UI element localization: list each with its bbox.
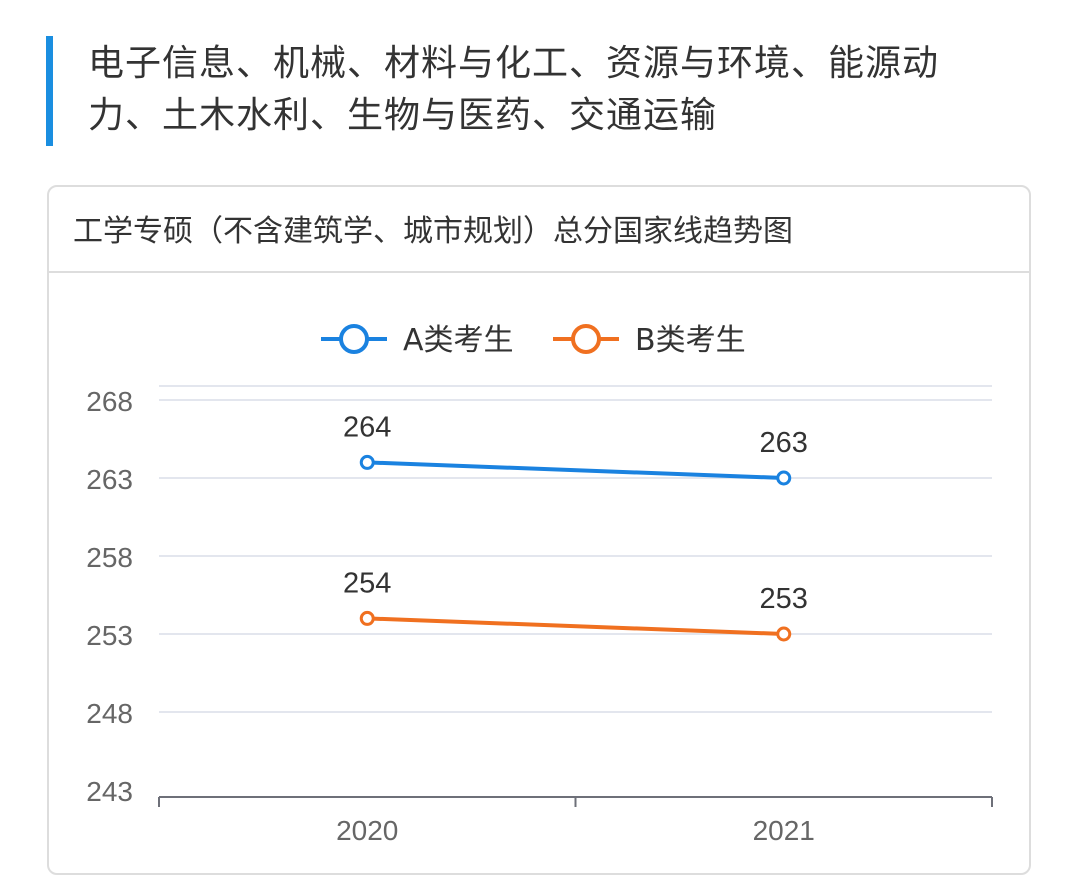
data-point xyxy=(776,470,792,486)
y-tick-label: 248 xyxy=(86,698,133,729)
series-line-1 xyxy=(367,460,784,480)
data-label: 264 xyxy=(343,411,391,443)
chart-card: 工学专硕（不含建筑学、城市规划）总分国家线趋势图 243 248 253 258 263… xyxy=(47,185,1031,875)
data-point xyxy=(359,454,375,470)
heading-accent-bar xyxy=(46,36,53,146)
x-tick-label: 2020 xyxy=(336,815,398,846)
data-point xyxy=(776,626,792,642)
chart-title: 工学专硕（不含建筑学、城市规划）总分国家线趋势图 xyxy=(49,187,1029,273)
legend-label-2: B类考生 xyxy=(635,323,746,358)
data-label: 263 xyxy=(760,427,808,459)
data-label: 254 xyxy=(343,567,391,599)
y-tick-label: 263 xyxy=(86,464,133,495)
data-label: 253 xyxy=(760,583,808,615)
x-tick-label: 2021 xyxy=(753,815,815,846)
legend-marker-1 xyxy=(339,324,369,354)
series-line-2 xyxy=(367,616,784,636)
heading-text: 电子信息、机械、材料与化工、资源与环境、能源动力、土木水利、生物与医药、交通运输 xyxy=(88,43,940,136)
legend-marker-2 xyxy=(571,324,601,354)
y-tick-label: 253 xyxy=(86,620,133,651)
y-tick-label: 268 xyxy=(86,386,133,417)
y-tick-label: 243 xyxy=(86,776,133,807)
line-chart: 243 248 253 258 263 268 2020 2021 264 263 254 253 A类… xyxy=(86,323,993,846)
legend-label-1: A类考生 xyxy=(403,323,514,358)
section-heading: 电子信息、机械、材料与化工、资源与环境、能源动力、土木水利、生物与医药、交通运输 xyxy=(46,36,1006,146)
y-tick-label: 258 xyxy=(86,542,133,573)
data-point xyxy=(359,610,375,626)
